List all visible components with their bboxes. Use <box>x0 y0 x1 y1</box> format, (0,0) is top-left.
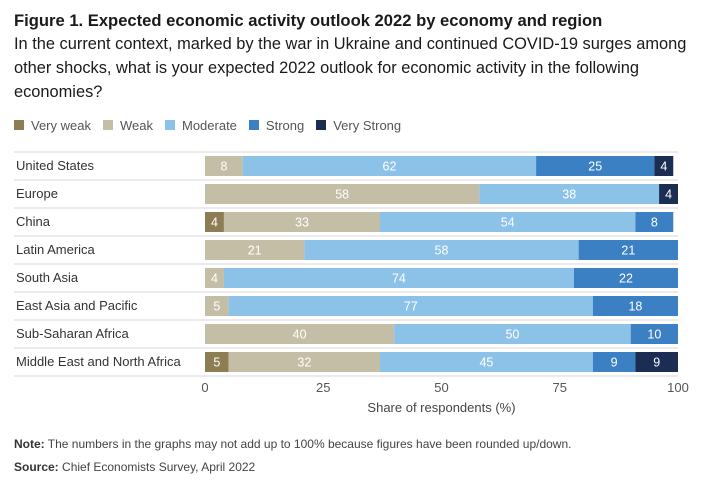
data-label-weak: 58 <box>335 188 349 202</box>
note: Note: The numbers in the graphs may not … <box>14 437 571 451</box>
data-label-weak: 5 <box>213 300 220 314</box>
data-label-moderate: 62 <box>383 160 397 174</box>
data-label-moderate: 74 <box>392 272 406 286</box>
data-label-very-strong: 4 <box>665 188 672 202</box>
data-label-very-weak: 5 <box>213 356 220 370</box>
bar-segment-strong <box>592 352 636 372</box>
bar-segment-weak <box>205 268 224 288</box>
bar-segment-weak <box>205 184 480 204</box>
source: Source: Chief Economists Survey, April 2… <box>14 460 255 474</box>
data-label-weak: 33 <box>295 216 309 230</box>
bar-segment-very-strong <box>635 352 678 372</box>
data-label-strong: 10 <box>647 328 661 342</box>
data-label-moderate: 54 <box>501 216 515 230</box>
bar-segment-moderate <box>228 296 593 316</box>
category-label: Europe <box>16 186 58 201</box>
bar-segment-weak <box>205 324 395 344</box>
data-label-very-strong: 4 <box>660 160 667 174</box>
legend-item-strong: Strong <box>248 117 305 133</box>
category-label: Middle East and North Africa <box>16 354 182 369</box>
legend-label: Moderate <box>181 117 237 133</box>
x-axis-title: Share of respondents (%) <box>367 400 515 415</box>
category-label: China <box>16 214 51 229</box>
bar-segment-strong <box>635 212 674 232</box>
data-label-strong: 8 <box>651 216 658 230</box>
note-label: Note: <box>14 437 45 451</box>
category-label: Sub-Saharan Africa <box>16 326 130 341</box>
bar-segment-weak <box>223 212 381 232</box>
legend-label: Very Strong <box>333 117 402 133</box>
legend-swatch <box>164 120 175 130</box>
bar-segment-very-weak <box>205 352 229 372</box>
data-label-weak: 32 <box>297 356 311 370</box>
data-label-strong: 21 <box>621 244 635 258</box>
category-label: Latin America <box>16 242 96 257</box>
bar-segment-moderate <box>304 240 579 260</box>
bar-segment-weak <box>205 296 229 316</box>
legend-item-very-weak: Very weak <box>14 118 91 133</box>
data-label-moderate: 58 <box>435 244 449 258</box>
bar-segment-weak <box>205 156 243 176</box>
data-label-strong: 25 <box>588 160 602 174</box>
note-text: The numbers in the graphs may not add up… <box>44 437 572 451</box>
data-label-weak: 21 <box>248 244 262 258</box>
bar-segment-moderate <box>380 212 636 232</box>
source-text: Chief Economists Survey, April 2022 <box>58 460 256 474</box>
bar-segment-weak <box>228 352 381 372</box>
legend-label: Strong <box>265 117 305 133</box>
x-tick-label: 25 <box>316 380 330 395</box>
legend-swatch <box>14 120 24 130</box>
legend: Very weak Weak Moderate Strong Very Strong <box>14 117 413 133</box>
bar-segment-strong <box>573 268 678 288</box>
data-label-weak: 4 <box>211 272 218 286</box>
category-label: South Asia <box>16 270 79 285</box>
data-label-very-weak: 4 <box>211 216 218 230</box>
bar-segment-moderate <box>394 324 631 344</box>
source-label: Source: <box>14 460 59 474</box>
x-tick-label: 0 <box>201 380 208 395</box>
legend-swatch <box>248 120 259 130</box>
bar-segment-moderate <box>242 156 537 176</box>
bar-segment-very-strong <box>654 156 674 176</box>
bar-segment-moderate <box>223 268 574 288</box>
x-tick-label: 50 <box>434 380 448 395</box>
chart-title: Figure 1. Expected economic activity out… <box>14 11 603 30</box>
data-label-weak: 8 <box>220 160 227 174</box>
data-label-strong: 22 <box>619 272 633 286</box>
data-label-weak: 40 <box>293 328 307 342</box>
bar-segment-moderate <box>380 352 593 372</box>
x-tick-label: 100 <box>667 380 689 395</box>
bar-segment-strong <box>630 324 678 344</box>
legend-item-weak: Weak <box>102 117 153 133</box>
category-label: East Asia and Pacific <box>16 298 138 313</box>
legend-item-moderate: Moderate <box>164 117 237 133</box>
data-label-moderate: 50 <box>505 328 519 342</box>
data-label-moderate: 77 <box>404 300 418 314</box>
legend-item-very-strong: Very Strong <box>316 118 401 133</box>
bar-segment-strong <box>578 240 678 260</box>
x-tick-label: 75 <box>553 380 567 395</box>
bar-segment-very-weak <box>205 212 224 232</box>
data-label-strong: 18 <box>628 300 642 314</box>
bar-segment-strong <box>592 296 678 316</box>
data-label-moderate: 38 <box>562 188 576 202</box>
category-label: United States <box>16 158 95 173</box>
data-label-moderate: 45 <box>479 356 493 370</box>
legend-label: Weak <box>119 117 153 133</box>
bar-segment-weak <box>205 240 305 260</box>
legend-swatch <box>102 120 113 130</box>
bar-segment-very-strong <box>659 184 678 204</box>
chart-subtitle: In the current context, marked by the wa… <box>14 35 687 101</box>
bar-segment-moderate <box>479 184 660 204</box>
legend-swatch <box>316 120 327 130</box>
data-label-very-strong: 9 <box>653 356 660 370</box>
data-label-strong: 9 <box>611 356 618 370</box>
legend-label: Very weak <box>31 117 91 133</box>
bar-segment-strong <box>536 156 655 176</box>
